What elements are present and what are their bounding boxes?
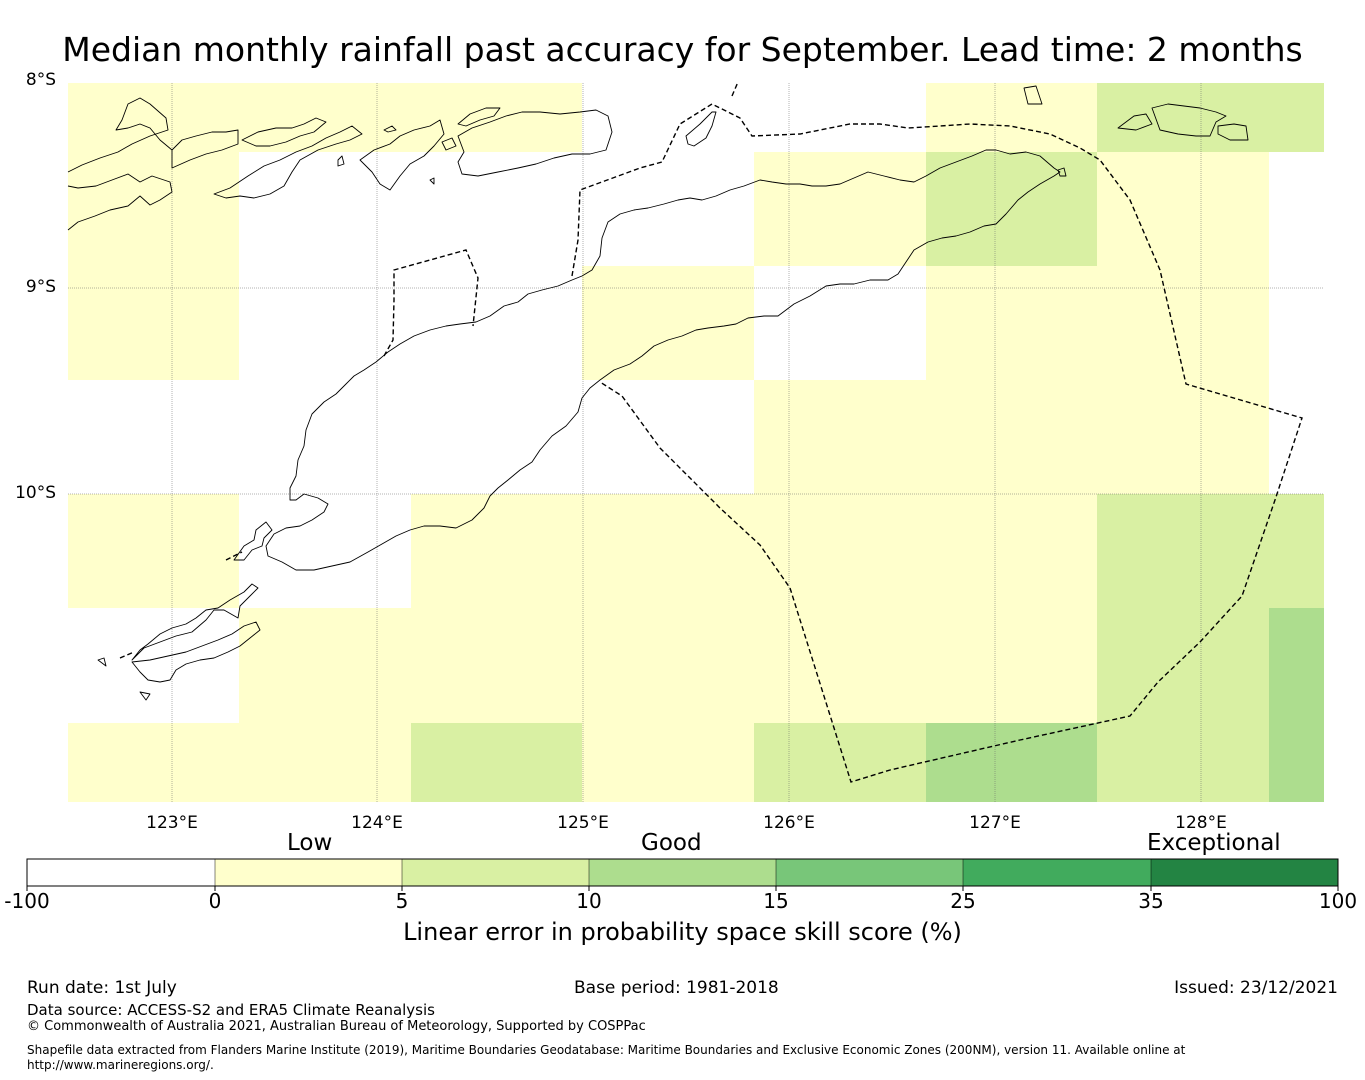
colorbar-tick: 5 xyxy=(395,889,409,913)
category-good: Good xyxy=(641,830,702,856)
run-date: Run date: 1st July xyxy=(27,978,177,998)
colorbar-tick: 100 xyxy=(1318,889,1358,913)
graticule xyxy=(68,83,1324,802)
colorbar-tick: -100 xyxy=(4,889,50,913)
lat-label-8s: 8°S xyxy=(25,70,56,90)
colorbar-title: Linear error in probability space skill … xyxy=(403,918,962,946)
category-low: Low xyxy=(287,830,333,856)
issued-date: Issued: 23/12/2021 xyxy=(1174,978,1338,998)
colorbar-tick: 10 xyxy=(576,889,602,913)
colorbar-tick: 35 xyxy=(1138,889,1164,913)
lat-label-10s: 10°S xyxy=(15,483,56,503)
lon-label-127e: 127°E xyxy=(969,813,1021,833)
colorbar-tick: 25 xyxy=(950,889,976,913)
copyright: © Commonwealth of Australia 2021, Austra… xyxy=(27,1019,646,1034)
colorbar-tick: 0 xyxy=(208,889,222,913)
lon-label-123e: 123°E xyxy=(146,813,198,833)
base-period: Base period: 1981-2018 xyxy=(574,978,779,998)
lon-label-126e: 126°E xyxy=(763,813,815,833)
colorbar xyxy=(26,858,1339,891)
category-exceptional: Exceptional xyxy=(1147,830,1281,856)
eez-boundary xyxy=(119,81,1303,783)
lon-label-124e: 124°E xyxy=(351,813,403,833)
lon-label-128e: 128°E xyxy=(1175,813,1227,833)
coastlines xyxy=(67,85,1249,701)
skill-cells xyxy=(68,83,1324,802)
map-title: Median monthly rainfall past accuracy fo… xyxy=(62,30,1303,69)
lat-label-9s: 9°S xyxy=(25,277,56,297)
data-source: Data source: ACCESS-S2 and ERA5 Climate … xyxy=(27,1001,435,1019)
colorbar-tick: 15 xyxy=(763,889,789,913)
lon-label-125e: 125°E xyxy=(557,813,609,833)
shapefile-credit: Shapefile data extracted from Flanders M… xyxy=(27,1043,1186,1072)
